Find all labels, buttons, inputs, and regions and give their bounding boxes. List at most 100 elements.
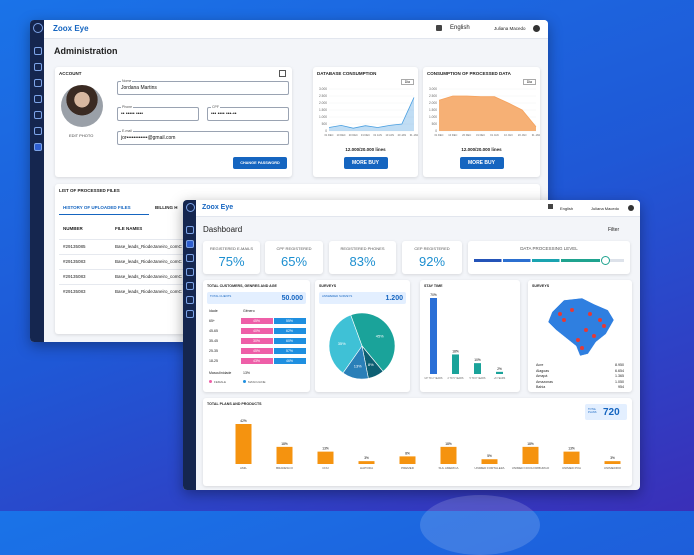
language[interactable]: English — [560, 206, 574, 211]
total-label: TOTAL PLANS — [588, 408, 597, 414]
card-title: TOTAL PLANS AND PRODUCTS — [207, 402, 262, 406]
age: 18-25 — [209, 359, 218, 363]
file-number: #29135083 — [63, 289, 86, 294]
y-tick-label: 2.500 — [429, 94, 437, 98]
kpi-label: CPF REGISTERED — [276, 246, 312, 251]
male-share: 60% — [286, 339, 294, 343]
area — [329, 97, 414, 131]
y-tick-label: 3.000 — [319, 87, 327, 91]
tab[interactable]: BILLING H — [155, 205, 178, 210]
x-tick-label: 2 TO 5 YEARS — [448, 377, 464, 380]
field[interactable]: Nome Jordana Martins — [117, 79, 289, 95]
language[interactable]: English — [450, 25, 470, 31]
y-tick-label: 1.000 — [319, 115, 327, 119]
bar-label: 13% — [568, 447, 575, 451]
bar — [604, 461, 621, 464]
file-number: #29135083 — [63, 259, 86, 264]
card-title: TOTAL CUSTOMERS, GENRES AND AGE — [207, 284, 277, 288]
total-value: 720 — [603, 407, 620, 418]
kpi-value: 75% — [218, 254, 245, 269]
total-box — [585, 404, 627, 420]
field-value: •• ••••• •••• — [121, 111, 144, 117]
x-tick-label: 31 DEC — [361, 133, 370, 137]
state: Amapá — [536, 374, 548, 378]
x-tick-label: 20 JAN — [398, 133, 407, 137]
file-number: #29135083 — [63, 274, 86, 279]
card-title: SURVEYS — [532, 284, 550, 288]
kpi-card: CPF REGISTERED 65% — [265, 241, 323, 274]
change-password-button[interactable]: CHANGE PASSWORD — [233, 157, 287, 169]
kpi-value: 65% — [280, 254, 308, 269]
x-tick-label: 01 JAN — [373, 133, 382, 137]
bar-label: 8% — [405, 451, 410, 455]
card-title: ACCOUNT — [59, 71, 82, 76]
usage: 12.000/20.000 lines — [461, 147, 502, 152]
edit-photo[interactable]: EDIT PHOTO — [69, 133, 94, 138]
bar-label: 5% — [487, 454, 492, 458]
x-tick-label: HAPVIDA — [360, 466, 373, 470]
y-tick-label: 0 — [325, 129, 327, 133]
bar — [496, 371, 503, 374]
legend-dot — [243, 380, 246, 383]
card-title: STAY TIME — [424, 284, 443, 288]
total-label: TOTAL CLIENTS — [210, 294, 232, 298]
x-tick-label: 31 JAN — [532, 133, 540, 137]
dashboard-window: Zoox Eye English Juliana Macedo Dashboar… — [183, 200, 640, 490]
x-tick-label: 01 DEC — [324, 133, 333, 137]
female-bar: 40% — [241, 328, 273, 334]
state: Acre — [536, 363, 544, 367]
slice-label: 8% — [368, 362, 374, 367]
total-label: ANSWERED SURVEYS — [322, 294, 353, 298]
brand: Zoox Eye — [202, 204, 234, 211]
bar — [440, 446, 457, 464]
tab[interactable]: HISTORY OF UPLOADED FILES — [63, 205, 131, 210]
gender-header: Gênero — [243, 309, 255, 313]
card-title: LIST OF PROCESSED FILES — [59, 188, 120, 193]
x-tick-label: 31 DEC — [476, 133, 485, 137]
bar-label: 2% — [497, 367, 502, 371]
column-header[interactable]: FILE NAMES — [115, 226, 143, 231]
usage: 12.000/20.000 lines — [345, 147, 386, 152]
bar — [276, 446, 293, 464]
slice-label: 45% — [376, 333, 384, 338]
x-tick-label: PREMED — [401, 466, 415, 470]
field-label: Phone — [121, 105, 134, 109]
account-card: ACCOUNT EDIT PHOTO Nome Jordana Martins P… — [55, 67, 292, 177]
legend-dot — [209, 380, 212, 383]
brazil-map — [547, 297, 615, 357]
x-tick-label: CNU — [322, 466, 329, 470]
more-buy-button[interactable]: MORE BUY — [459, 157, 504, 169]
slice-label: 35% — [338, 341, 346, 346]
total-box — [319, 292, 406, 304]
kpi-value: 83% — [349, 254, 376, 269]
avatar — [61, 85, 103, 127]
card-title: SURVEYS — [319, 284, 337, 288]
period-select[interactable]: Dia — [400, 79, 414, 85]
user-name[interactable]: Juliana Macedo — [494, 26, 526, 31]
field[interactable]: Phone •• ••••• •••• — [117, 105, 199, 121]
state-count: 1.050 — [615, 379, 624, 384]
field[interactable]: E-mail jor••••••••••••@gmail.com — [117, 129, 289, 145]
period-select[interactable]: Dia — [522, 79, 536, 85]
file-name: Base_leads_RiodeJaneiro_comC — [115, 244, 182, 249]
user-name[interactable]: Juliana Macedo — [591, 206, 620, 211]
state-count: 1.365 — [615, 374, 624, 378]
field[interactable]: CPF ••• •••• •••-•• — [207, 105, 289, 121]
column-header[interactable]: NUMBER — [63, 226, 83, 231]
surveys-card: SURVEYS ANSWERED SURVEYS 1.200 45% 8% 13% 35% — [315, 280, 410, 392]
x-tick-label: 20 DEC — [462, 133, 471, 137]
male-share: 55% — [286, 319, 294, 323]
bar — [481, 459, 498, 464]
page-title: Administration — [54, 46, 118, 56]
bar-label: 3% — [610, 456, 615, 460]
female-share: 45% — [253, 349, 261, 353]
kpi-label: CEP REGISTERED — [414, 246, 450, 251]
kpi-card: CEP REGISTERED 92% — [402, 241, 462, 274]
customers-card: TOTAL CUSTOMERS, GENRES AND AGE TOTAL CLI… — [203, 280, 310, 392]
filter-button[interactable]: Filter — [608, 227, 620, 233]
more-buy-button[interactable]: MORE BUY — [343, 157, 388, 169]
file-name: Base_leads_RiodeJaneiro_comC — [115, 274, 182, 279]
page: Zoox Eye English Juliana Macedo Administ… — [0, 0, 694, 511]
field-label: E-mail — [121, 129, 133, 133]
x-tick-label: SUL AMERICA — [438, 466, 458, 470]
